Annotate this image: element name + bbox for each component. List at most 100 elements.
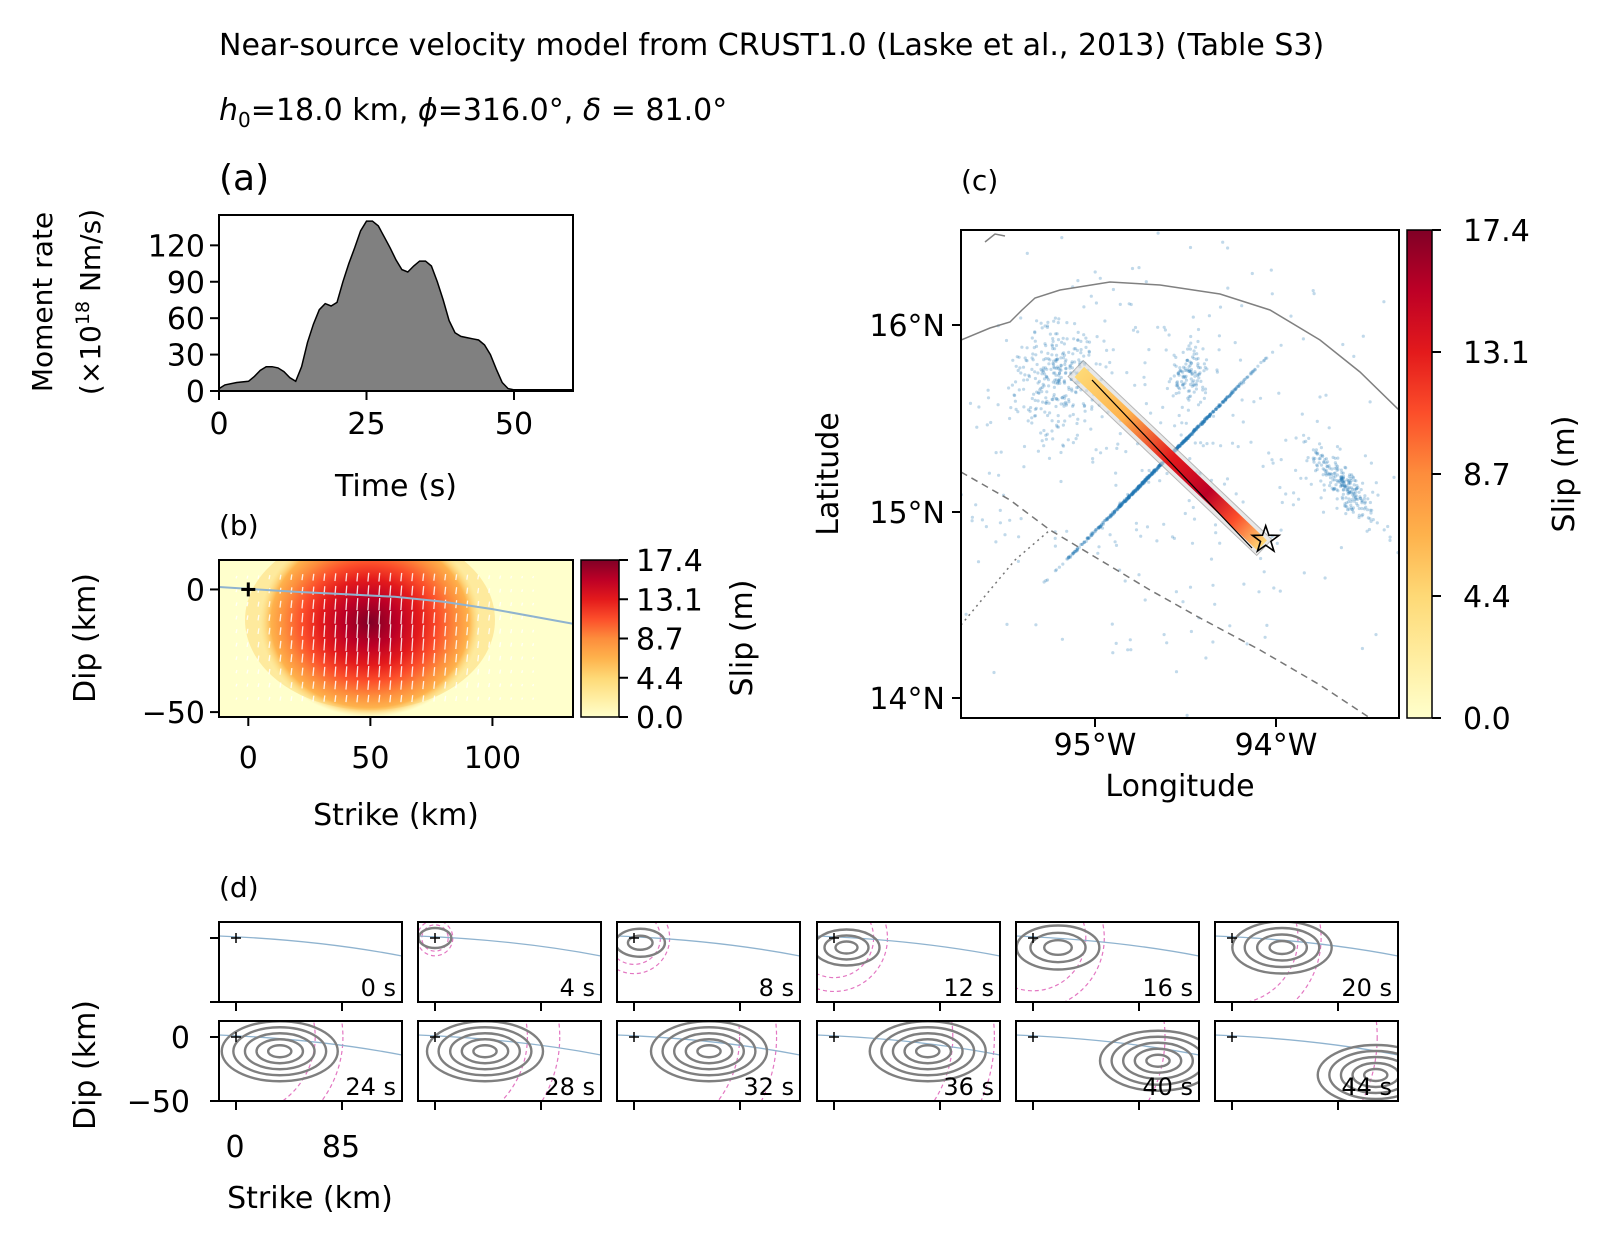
panel-d: (d) 0 s 4 s 8 s 12 s 16 s 20 s 24 s 28 s 32 s 36 … <box>68 871 1399 1216</box>
a-ytick-label: 90 <box>167 266 205 301</box>
slip-vectors <box>235 572 535 703</box>
snapshot-time-label: 24 s <box>345 1073 396 1101</box>
panel-d-ylabel: Dip (km) <box>68 1000 103 1130</box>
moment-rate-area <box>218 220 573 391</box>
snapshot-grid: 0 s 4 s 8 s 12 s 16 s 20 s 24 s 28 s 32 s 36 s 40 … <box>210 921 1399 1110</box>
slip-map <box>219 560 573 717</box>
snapshot-time-label: 0 s <box>361 974 396 1002</box>
ytick-14N: 14°N <box>869 682 945 717</box>
panel-d-xlabel: Strike (km) <box>227 1181 393 1216</box>
panel-c-yticks: 16°N 15°N 14°N <box>869 309 961 717</box>
panel-d-label: (d) <box>219 871 259 904</box>
figure-params: h0=18.0 km, ϕ=316.0°, δ = 81.0° <box>219 93 727 132</box>
snapshot-time-label: 8 s <box>759 974 794 1002</box>
panel-b-ylabel: Dip (km) <box>68 573 103 703</box>
c-colorbar-tick-label: 4.4 <box>1463 580 1511 615</box>
panel-d-xticks: 0 85 <box>225 1130 360 1165</box>
coastline-fragment <box>984 233 1006 243</box>
a-ytick-label: 0 <box>186 375 205 410</box>
a-ytick-label: 30 <box>167 339 205 374</box>
svg-text:h0=18.0 km, ϕ=316.0°, δ = 81.0: h0=18.0 km, ϕ=316.0°, δ = 81.0° <box>219 93 727 132</box>
trench-trace <box>219 586 573 625</box>
snapshot-time-label: 44 s <box>1341 1073 1392 1101</box>
panel-c-xlabel: Longitude <box>1105 769 1254 804</box>
panel-b-yticks: 0 −50 <box>142 573 219 731</box>
c-colorbar-tick-label: 8.7 <box>1463 458 1511 493</box>
b-xtick-label: 0 <box>239 741 258 776</box>
b-colorbar-tick-label: 0.0 <box>636 701 684 736</box>
panel-a-ylabel-unit: (×1018 Nm/s) <box>72 209 107 395</box>
d-xtick-85: 85 <box>322 1130 360 1165</box>
svg-text:Dip (km): Dip (km) <box>68 573 103 703</box>
panel-a-xticks: 0 25 50 <box>209 391 533 442</box>
panel-c-colorbar <box>1406 229 1433 719</box>
a-xtick-label: 25 <box>347 407 385 442</box>
panel-a-frame <box>218 214 574 392</box>
panel-b-colorbar-label: Slip (m) <box>725 580 760 697</box>
fault-trace <box>1091 379 1253 549</box>
panel-b-colorbar-ticks: 17.4 13.1 8.7 4.4 0.0 <box>619 544 703 736</box>
panel-b-label: (b) <box>219 509 259 542</box>
panel-c: (c) 95°W 94°W 16°N 15°N <box>811 164 1582 804</box>
snapshot-7: 28 s <box>417 1020 602 1110</box>
d-xtick-0: 0 <box>225 1130 244 1165</box>
b-colorbar-tick-label: 13.1 <box>636 583 703 618</box>
b-xtick-label: 100 <box>464 741 521 776</box>
b-colorbar-tick-label: 8.7 <box>636 623 684 658</box>
snapshot-2: 8 s <box>616 921 801 1011</box>
map-area <box>961 230 1399 718</box>
b-colorbar-tick-label: 4.4 <box>636 662 684 697</box>
c-colorbar-tick-label: 17.4 <box>1463 214 1530 249</box>
panel-b-xlabel: Strike (km) <box>313 798 479 833</box>
snapshot-3: 12 s <box>816 921 1001 1011</box>
snapshot-5: 20 s <box>1214 921 1399 1011</box>
panel-c-label: (c) <box>961 164 998 197</box>
d-ytick-0: 0 <box>171 1021 190 1056</box>
coastline <box>961 281 1399 411</box>
b-colorbar-tick-label: 17.4 <box>636 544 703 579</box>
svg-text:(×1018 Nm/s): (×1018 Nm/s) <box>72 209 107 395</box>
snapshot-8: 32 s <box>616 1020 801 1110</box>
moment-rate-fill <box>219 221 573 391</box>
c-colorbar-tick-label: 13.1 <box>1463 336 1530 371</box>
snapshot-time-label: 20 s <box>1341 974 1392 1002</box>
hypocenter-marker <box>241 582 256 597</box>
panel-c-ylabel: Latitude <box>811 412 846 535</box>
snapshot-time-label: 16 s <box>1142 974 1193 1002</box>
snapshot-time-label: 4 s <box>560 974 595 1002</box>
svg-text:Slip (m): Slip (m) <box>1547 416 1582 533</box>
panel-c-colorbar-ticks: 17.4 13.1 8.7 4.4 0.0 <box>1432 214 1530 737</box>
a-ytick-label: 120 <box>148 229 205 264</box>
ytick-16N: 16°N <box>869 309 945 344</box>
epicenter-star <box>1250 523 1282 554</box>
d-ytick-50: −50 <box>127 1085 190 1120</box>
snapshot-9: 36 s <box>816 1020 1001 1110</box>
panel-c-colorbar-label: Slip (m) <box>1547 416 1582 533</box>
svg-text:Slip (m): Slip (m) <box>725 580 760 697</box>
snapshot-10: 40 s <box>1015 1020 1200 1110</box>
snapshot-time-label: 12 s <box>943 974 994 1002</box>
c-colorbar-tick-label: 0.0 <box>1463 702 1511 737</box>
snapshot-time-label: 28 s <box>544 1073 595 1101</box>
panel-a-xlabel: Time (s) <box>334 469 457 504</box>
snapshot-1: 4 s <box>417 921 602 1011</box>
b-xtick-label: 50 <box>351 741 389 776</box>
ytick-15N: 15°N <box>869 496 945 531</box>
svg-text:Dip (km): Dip (km) <box>68 1000 103 1130</box>
moment-rate-line <box>218 220 573 391</box>
snapshot-6: 24 s <box>210 1020 403 1110</box>
b-ytick-label: −50 <box>142 696 205 731</box>
panel-a-label: (a) <box>219 158 269 199</box>
snapshot-0: 0 s <box>210 921 403 1011</box>
b-ytick-label: 0 <box>186 573 205 608</box>
snapshot-time-label: 40 s <box>1142 1073 1193 1101</box>
svg-text:Moment rate: Moment rate <box>26 212 59 392</box>
panel-b-colorbar <box>580 559 620 718</box>
snapshot-time-label: 32 s <box>743 1073 794 1101</box>
xtick-94W: 94°W <box>1235 728 1318 763</box>
figure-suptitle: Near-source velocity model from CRUST1.0… <box>219 28 1324 63</box>
panel-a-ylabel: Moment rate <box>26 212 59 392</box>
svg-text:Latitude: Latitude <box>811 412 846 535</box>
snapshot-4: 16 s <box>1015 921 1200 1011</box>
